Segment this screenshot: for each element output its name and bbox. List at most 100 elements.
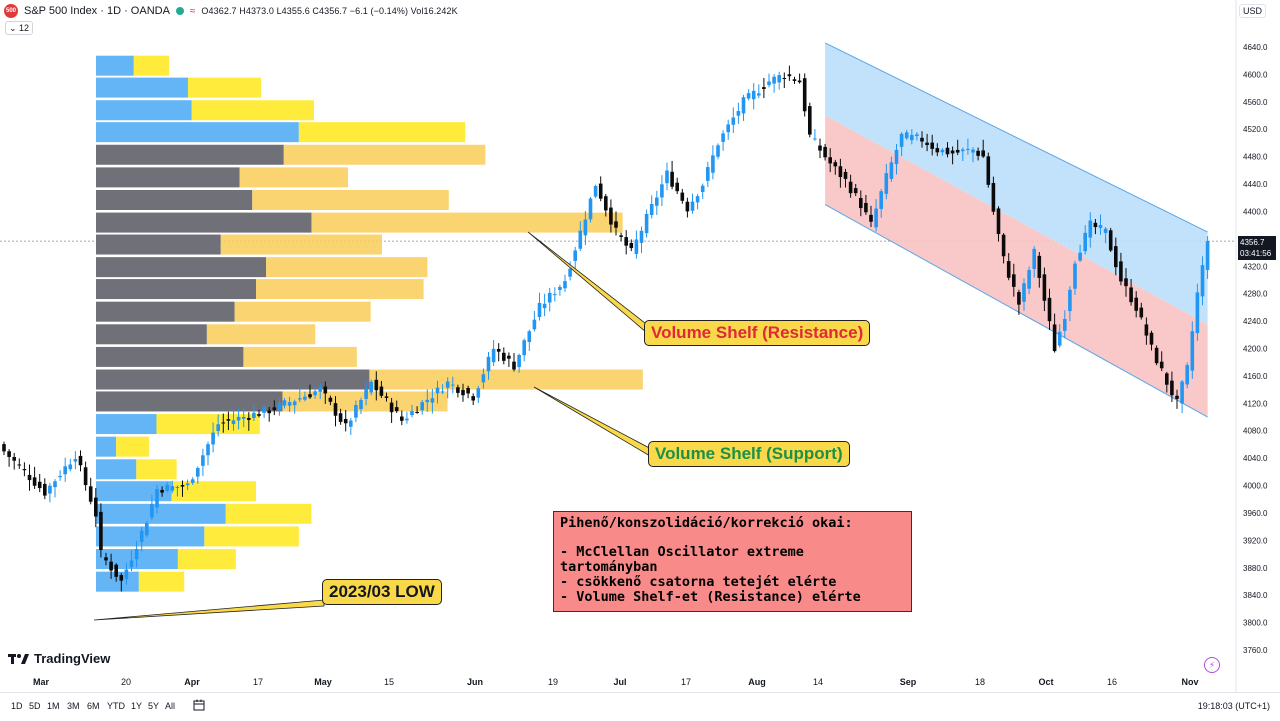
calendar-icon[interactable] xyxy=(193,699,205,711)
candle-body xyxy=(915,134,919,137)
tradingview-logo[interactable]: TradingView xyxy=(8,651,110,666)
candle-body xyxy=(425,399,430,403)
y-tick-label: 4200.0 xyxy=(1243,345,1268,354)
candle-body xyxy=(1144,324,1149,336)
candle-body xyxy=(1108,230,1113,251)
y-tick-label: 4320.0 xyxy=(1243,262,1268,271)
candle-body xyxy=(741,97,746,114)
y-tick-label: 4560.0 xyxy=(1243,98,1268,107)
candle-body xyxy=(542,303,547,309)
candle-body xyxy=(996,208,1001,235)
range-1m-button[interactable]: 1M xyxy=(47,701,60,711)
candle-body xyxy=(665,170,669,184)
vp-sell-bar xyxy=(369,369,643,390)
candle-body xyxy=(527,331,532,342)
x-tick-label: 15 xyxy=(384,677,394,687)
price-chart[interactable]: 3760.0 3800.0 3840.0 3880.0 3920.0 3960.0 4000… xyxy=(0,0,1280,692)
candle-body xyxy=(563,281,567,289)
candle-body xyxy=(1017,292,1021,305)
x-tick-label: 16 xyxy=(1107,677,1117,687)
symbol-title[interactable]: S&P 500 Index · 1D · OANDA xyxy=(24,5,170,17)
candle-body xyxy=(252,412,256,419)
candle-body xyxy=(394,407,399,412)
range-1y-button[interactable]: 1Y xyxy=(131,701,143,711)
candle-body xyxy=(471,396,475,401)
time-axis: Mar 20 Apr 17 May 15 Jun 19 Jul 17 Aug 14 Sep 18 Oct 16… xyxy=(33,677,1199,687)
vp-sell-bar xyxy=(136,459,177,480)
candle-body xyxy=(216,424,220,431)
candle-body xyxy=(1103,228,1108,233)
range-5d-button[interactable]: 5D xyxy=(29,701,41,711)
note-line: - McClellan Oscillator extreme tartomány… xyxy=(560,544,804,575)
candle-body xyxy=(757,93,761,96)
currency-button[interactable]: USD xyxy=(1238,4,1266,18)
tradingview-logo-text: TradingView xyxy=(34,651,111,666)
vp-sell-bar xyxy=(234,301,371,322)
y-tick-label: 4080.0 xyxy=(1243,427,1268,436)
candle-body xyxy=(1205,241,1210,270)
candle-body xyxy=(904,132,909,139)
candle-body xyxy=(119,575,124,581)
candle-body xyxy=(241,417,246,419)
x-tick-label: Nov xyxy=(1181,677,1198,687)
candle-body xyxy=(451,384,455,386)
candle-body xyxy=(129,560,134,568)
range-3m-button[interactable]: 3M xyxy=(67,701,80,711)
x-tick-label: 19 xyxy=(548,677,558,687)
candle-body xyxy=(1063,318,1067,331)
candle-body xyxy=(1078,252,1082,261)
candle-body xyxy=(690,201,695,211)
channel-upper-line xyxy=(824,42,1208,233)
vp-buy-bar xyxy=(96,526,205,547)
y-tick-label: 3840.0 xyxy=(1243,591,1268,600)
y-tick-label: 4120.0 xyxy=(1243,399,1268,408)
y-tick-label: 4640.0 xyxy=(1243,43,1268,52)
candle-body xyxy=(236,416,241,421)
x-tick-label: Oct xyxy=(1038,677,1053,687)
candle-body xyxy=(981,150,985,157)
candle-body xyxy=(1093,222,1098,228)
candle-body xyxy=(83,467,88,486)
candle-body xyxy=(583,219,588,236)
candle-body xyxy=(517,354,521,368)
flash-icon[interactable]: ⚡ xyxy=(1204,657,1220,673)
x-tick-label: Aug xyxy=(748,677,766,687)
y-tick-label: 4480.0 xyxy=(1243,153,1268,162)
range-5y-button[interactable]: 5Y xyxy=(148,701,160,711)
candle-body xyxy=(481,374,486,383)
candle-body xyxy=(512,361,516,370)
y-tick-label: 4040.0 xyxy=(1243,454,1268,463)
candle-body xyxy=(573,250,577,261)
range-all-button[interactable]: All xyxy=(165,701,176,711)
indicator-count: 12 xyxy=(19,23,30,33)
candle-body xyxy=(945,147,950,155)
candle-body xyxy=(160,489,164,493)
vp-buy-bar xyxy=(96,481,172,502)
candle-body xyxy=(369,381,373,393)
candle-body xyxy=(910,134,914,141)
candle-body xyxy=(853,188,858,194)
candle-body xyxy=(180,485,185,487)
candle-body xyxy=(772,76,776,84)
range-6m-button[interactable]: 6M xyxy=(87,701,100,711)
candle-body xyxy=(374,379,379,391)
candle-body xyxy=(966,148,970,150)
vp-sell-bar xyxy=(311,212,623,233)
candle-body xyxy=(1134,297,1138,311)
candle-body xyxy=(338,413,343,422)
vp-buy-bar xyxy=(96,122,299,143)
candle-body xyxy=(1042,274,1047,301)
candle-body xyxy=(1098,225,1103,228)
data-status-icon: ≈ xyxy=(189,5,196,17)
candle-body xyxy=(1190,331,1195,371)
candle-body xyxy=(287,402,292,406)
vp-buy-bar xyxy=(96,167,240,188)
vp-sell-bar xyxy=(133,55,170,76)
candle-body xyxy=(68,464,73,470)
vp-buy-bar xyxy=(96,324,207,345)
candle-body xyxy=(1022,283,1026,302)
indicators-toggle[interactable]: ⌄ 12 xyxy=(5,21,34,35)
range-1d-button[interactable]: 1D xyxy=(11,701,23,711)
y-tick-label: 4520.0 xyxy=(1243,125,1268,134)
range-ytd-button[interactable]: YTD xyxy=(107,701,125,711)
